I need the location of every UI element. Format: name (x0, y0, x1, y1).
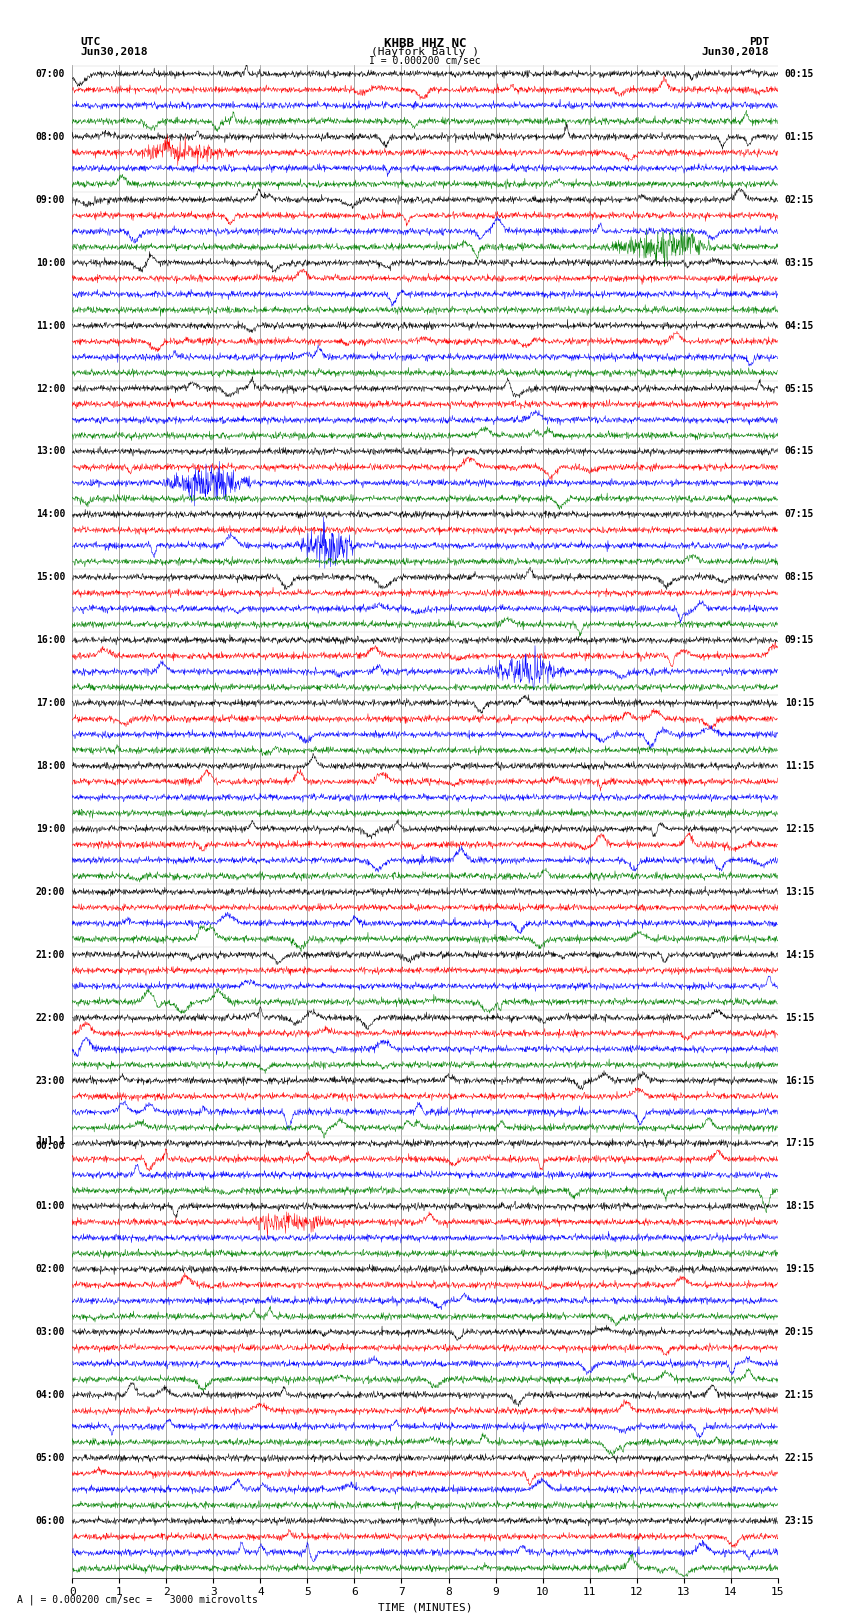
Text: 18:00: 18:00 (36, 761, 65, 771)
Text: KHBB HHZ NC: KHBB HHZ NC (383, 37, 467, 50)
Text: 20:15: 20:15 (785, 1327, 814, 1337)
Text: 19:15: 19:15 (785, 1265, 814, 1274)
Text: A | = 0.000200 cm/sec =   3000 microvolts: A | = 0.000200 cm/sec = 3000 microvolts (17, 1594, 258, 1605)
Text: 11:00: 11:00 (36, 321, 65, 331)
Text: 22:15: 22:15 (785, 1453, 814, 1463)
Text: 05:15: 05:15 (785, 384, 814, 394)
Text: 00:15: 00:15 (785, 69, 814, 79)
Text: 17:15: 17:15 (785, 1139, 814, 1148)
Text: 13:00: 13:00 (36, 447, 65, 456)
Text: 04:15: 04:15 (785, 321, 814, 331)
Text: 16:00: 16:00 (36, 636, 65, 645)
Text: I = 0.000200 cm/sec: I = 0.000200 cm/sec (369, 56, 481, 66)
Text: 14:00: 14:00 (36, 510, 65, 519)
Text: 19:00: 19:00 (36, 824, 65, 834)
Text: 07:00: 07:00 (36, 69, 65, 79)
Text: 10:15: 10:15 (785, 698, 814, 708)
Text: 07:15: 07:15 (785, 510, 814, 519)
Text: Jul 1: Jul 1 (36, 1136, 65, 1147)
Text: 01:00: 01:00 (36, 1202, 65, 1211)
Text: Jun30,2018: Jun30,2018 (702, 47, 769, 56)
Text: 23:15: 23:15 (785, 1516, 814, 1526)
Text: 21:15: 21:15 (785, 1390, 814, 1400)
Text: 18:15: 18:15 (785, 1202, 814, 1211)
Text: Jun30,2018: Jun30,2018 (81, 47, 148, 56)
Text: 13:15: 13:15 (785, 887, 814, 897)
Text: 00:00: 00:00 (36, 1140, 65, 1150)
Text: 15:00: 15:00 (36, 573, 65, 582)
Text: 08:00: 08:00 (36, 132, 65, 142)
Text: 06:15: 06:15 (785, 447, 814, 456)
Text: 02:00: 02:00 (36, 1265, 65, 1274)
Text: (Hayfork Bally ): (Hayfork Bally ) (371, 47, 479, 56)
Text: 20:00: 20:00 (36, 887, 65, 897)
Text: 09:15: 09:15 (785, 636, 814, 645)
Text: UTC: UTC (81, 37, 101, 47)
Text: 03:00: 03:00 (36, 1327, 65, 1337)
Text: 05:00: 05:00 (36, 1453, 65, 1463)
Text: 15:15: 15:15 (785, 1013, 814, 1023)
Text: 12:15: 12:15 (785, 824, 814, 834)
Text: 10:00: 10:00 (36, 258, 65, 268)
Text: 22:00: 22:00 (36, 1013, 65, 1023)
Text: 14:15: 14:15 (785, 950, 814, 960)
X-axis label: TIME (MINUTES): TIME (MINUTES) (377, 1603, 473, 1613)
Text: 16:15: 16:15 (785, 1076, 814, 1086)
Text: 21:00: 21:00 (36, 950, 65, 960)
Text: PDT: PDT (749, 37, 769, 47)
Text: 23:00: 23:00 (36, 1076, 65, 1086)
Text: 04:00: 04:00 (36, 1390, 65, 1400)
Text: 09:00: 09:00 (36, 195, 65, 205)
Text: 01:15: 01:15 (785, 132, 814, 142)
Text: 02:15: 02:15 (785, 195, 814, 205)
Text: 08:15: 08:15 (785, 573, 814, 582)
Text: 12:00: 12:00 (36, 384, 65, 394)
Text: 03:15: 03:15 (785, 258, 814, 268)
Text: 06:00: 06:00 (36, 1516, 65, 1526)
Text: 17:00: 17:00 (36, 698, 65, 708)
Text: 11:15: 11:15 (785, 761, 814, 771)
